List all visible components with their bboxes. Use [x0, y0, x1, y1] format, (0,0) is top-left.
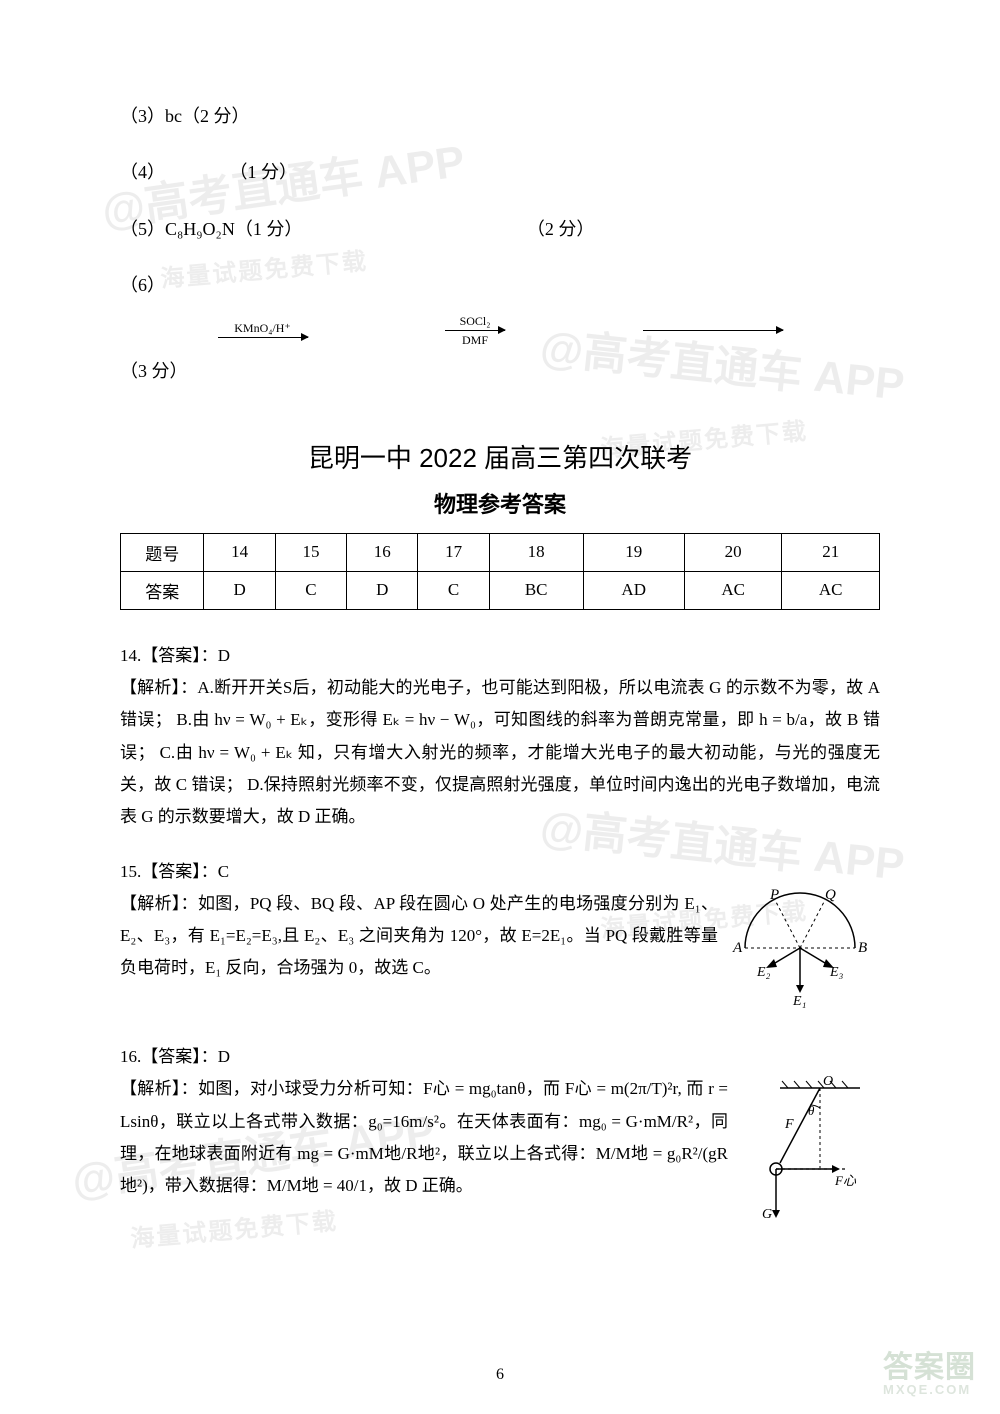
answer-table: 题号 14 15 16 17 18 19 20 21 答案 D C D C BC… — [120, 533, 880, 610]
answer-3: （3）bc（2 分） — [120, 100, 880, 132]
arrow-2-bottom-label: DMF — [462, 333, 488, 347]
q16-body: 如图，对小球受力分析可知：F心 = mg₀tanθ，而 F心 = m(2π/T)… — [120, 1079, 728, 1195]
reagent-box — [120, 318, 178, 342]
answer-4: （4） （1 分） — [120, 156, 880, 188]
answer-4-points: （1 分） — [230, 156, 298, 188]
table-col-header: 19 — [583, 533, 684, 571]
diagram-label-Fc: F心 — [834, 1173, 857, 1188]
answer-5: （5）C₈H₉O₂N（1 分） （2 分） — [120, 213, 880, 245]
solution-16-title: 16.【答案】：D — [120, 1041, 880, 1073]
explain-label: 【解析】： — [120, 894, 198, 913]
reaction-arrow-2: SOCl₂ DMF — [445, 314, 505, 348]
reaction-arrow-1: KMnO₄/H⁺ — [218, 321, 308, 340]
page-number: 6 — [0, 1366, 1000, 1384]
table-col-header: 15 — [275, 533, 346, 571]
table-cell: C — [418, 571, 489, 609]
reagent-box — [823, 318, 881, 342]
main-title: 昆明一中 2022 届高三第四次联考 — [120, 438, 880, 475]
diagram-label-G: G — [762, 1207, 772, 1222]
diagram-label-F: F — [784, 1117, 794, 1132]
table-col-header: 21 — [782, 533, 880, 571]
diagram-label-E1: E₁ — [792, 994, 806, 1008]
arrow-2-top-label: SOCl₂ — [460, 314, 491, 328]
diagram-label-theta: θ — [808, 1103, 815, 1118]
table-col-header: 20 — [684, 533, 782, 571]
table-col-header: 17 — [418, 533, 489, 571]
q15-body: 如图，PQ 段、BQ 段、AP 段在圆心 O 处产生的电场强度分别为 E₁、E₂… — [120, 894, 718, 978]
explain-label: 【解析】： — [120, 1079, 198, 1098]
answer-5-label: （5）C₈H₉O₂N（1 分） — [120, 219, 302, 239]
reaction-arrow-3 — [643, 328, 783, 333]
table-header-label: 题号 — [121, 533, 204, 571]
solution-15-title: 15.【答案】：C — [120, 856, 880, 888]
table-col-header: 18 — [489, 533, 583, 571]
table-answer-row: 答案 D C D C BC AD AC AC — [121, 571, 880, 609]
table-header-row: 题号 14 15 16 17 18 19 20 21 — [121, 533, 880, 571]
reagent-box — [348, 318, 406, 342]
diagram-label-P: P — [769, 888, 779, 903]
diagram-label-E3: E₃ — [829, 965, 844, 980]
answer-5-points: （2 分） — [527, 219, 595, 239]
diagram-label-Q: Q — [825, 888, 836, 903]
answer-6-points: （3 分） — [120, 355, 880, 387]
sub-title: 物理参考答案 — [120, 487, 880, 519]
table-col-header: 14 — [204, 533, 275, 571]
solution-14: 14.【答案】：D 【解析】：A.断开开关S后，初动能大的光电子，也可能达到阳极… — [120, 640, 880, 834]
table-col-header: 16 — [347, 533, 418, 571]
table-cell: AC — [782, 571, 880, 609]
q16-diagram: O θ F F心 G — [740, 1073, 880, 1234]
diagram-label-E2: E₂ — [756, 965, 771, 980]
explain-label: 【解析】： — [120, 678, 197, 697]
reaction-scheme: KMnO₄/H⁺ SOCl₂ DMF — [120, 314, 880, 348]
corner-watermark-sub: MXQE.COM — [883, 1383, 976, 1396]
diagram-label-B: B — [858, 940, 867, 956]
answer-4-label: （4） — [120, 156, 165, 188]
solution-15: 15.【答案】：C 【解析】：如图，PQ 段、BQ 段、AP 段在圆心 O 处产… — [120, 856, 880, 1020]
table-cell: AD — [583, 571, 684, 609]
solution-14-body: 【解析】：A.断开开关S后，初动能大的光电子，也可能达到阳极，所以电流表 G 的… — [120, 672, 880, 833]
table-cell: D — [204, 571, 275, 609]
table-answer-label: 答案 — [121, 571, 204, 609]
reagent-box — [545, 318, 603, 342]
table-cell: C — [275, 571, 346, 609]
solution-16: 16.【答案】：D 【解析】：如图，对小球受力分析可知：F心 = mg₀tanθ… — [120, 1041, 880, 1235]
solution-14-title: 14.【答案】：D — [120, 640, 880, 672]
diagram-label-A: A — [732, 940, 743, 956]
table-cell: AC — [684, 571, 782, 609]
table-cell: D — [347, 571, 418, 609]
q15-diagram: P Q A B E₂ E₃ E₁ — [730, 888, 880, 1019]
diagram-label-O: O — [823, 1074, 833, 1089]
answer-6-label: （6） — [120, 269, 880, 301]
arrow-1-top-label: KMnO₄/H⁺ — [234, 321, 291, 335]
table-cell: BC — [489, 571, 583, 609]
